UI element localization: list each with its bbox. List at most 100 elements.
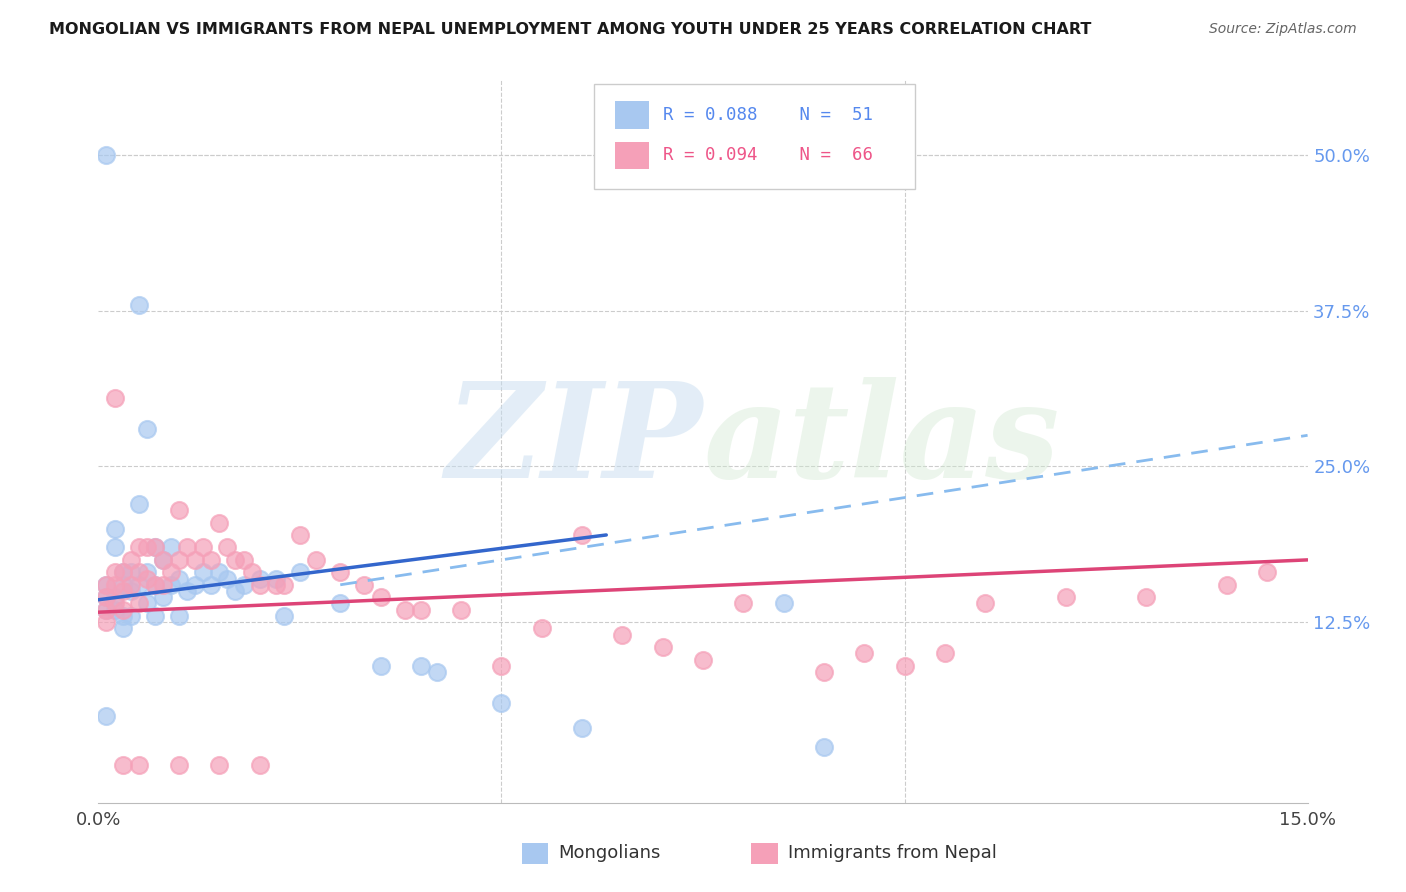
Point [1054,591,1077,605]
Point [135,572,157,586]
Point [128,597,150,611]
Point [96,578,118,592]
Point [111,758,134,772]
Point [120,584,142,599]
Point [103,578,125,592]
Point [103,522,125,536]
Point [96,603,118,617]
Point [152,553,174,567]
Point [1216,578,1239,592]
Point [651,640,673,654]
Point [184,553,207,567]
Point [692,652,714,666]
Point [193,566,215,580]
Point [264,572,287,586]
Point [103,566,125,580]
Text: Mongolians: Mongolians [558,845,661,863]
Point [450,603,472,617]
Point [135,541,157,555]
Text: Immigrants from Nepal: Immigrants from Nepal [787,845,997,863]
Point [120,553,142,567]
Point [111,621,134,635]
Point [96,603,118,617]
Point [208,758,231,772]
Point [329,566,352,580]
Point [193,541,215,555]
Point [111,609,134,624]
Point [143,609,166,624]
Text: atlas: atlas [703,377,1060,506]
Point [249,572,271,586]
Point [135,422,157,436]
Point [96,591,118,605]
Point [530,621,553,635]
Point [120,578,142,592]
Point [232,578,254,592]
Point [143,541,166,555]
Point [120,566,142,580]
Point [273,609,295,624]
Point [167,609,190,624]
Point [934,646,956,660]
Point [491,658,513,673]
Point [370,591,392,605]
Text: MONGOLIAN VS IMMIGRANTS FROM NEPAL UNEMPLOYMENT AMONG YOUTH UNDER 25 YEARS CORRE: MONGOLIAN VS IMMIGRANTS FROM NEPAL UNEMP… [49,22,1091,37]
Point [409,603,432,617]
Point [128,497,150,511]
Point [160,541,183,555]
Point [128,758,150,772]
Point [249,758,271,772]
Point [329,597,352,611]
Point [111,584,134,599]
Bar [614,101,648,128]
Point [813,739,835,754]
Point [160,566,183,580]
Point [571,721,593,735]
Point [394,603,416,617]
Point [772,597,794,611]
Point [143,578,166,592]
Point [135,597,157,611]
Bar [751,843,778,864]
Point [217,572,239,586]
Point [370,658,392,673]
Point [160,578,183,592]
FancyBboxPatch shape [595,84,915,189]
Point [240,566,263,580]
Point [111,566,134,580]
Bar [614,142,648,169]
Point [96,148,118,162]
Point [184,578,207,592]
Point [135,566,157,580]
Bar [522,843,548,864]
Point [128,566,150,580]
Point [176,541,198,555]
Point [128,578,150,592]
Point [200,553,222,567]
Point [571,528,593,542]
Point [111,566,134,580]
Point [893,658,915,673]
Point [111,578,134,592]
Point [208,516,231,530]
Point [288,566,311,580]
Point [353,578,375,592]
Point [1256,566,1278,580]
Point [305,553,328,567]
Point [103,603,125,617]
Point [409,658,432,673]
Point [974,597,997,611]
Point [288,528,311,542]
Point [1135,591,1157,605]
Point [167,758,190,772]
Point [264,578,287,592]
Point [152,578,174,592]
Point [200,578,222,592]
Point [96,708,118,723]
Point [217,541,239,555]
Point [249,578,271,592]
Point [143,578,166,592]
Point [96,591,118,605]
Point [612,627,634,641]
Text: R = 0.088    N =  51: R = 0.088 N = 51 [664,106,873,124]
